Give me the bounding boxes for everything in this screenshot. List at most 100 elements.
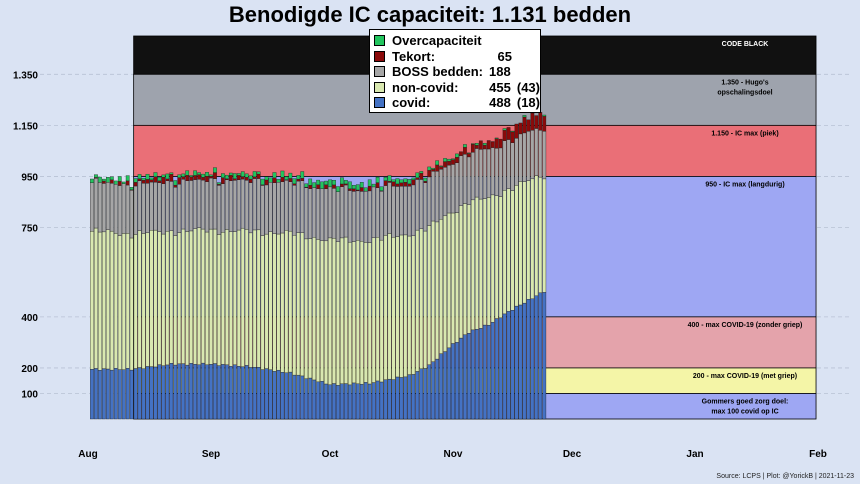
bar-non-covid bbox=[514, 185, 519, 307]
bar-tekort bbox=[324, 184, 328, 189]
bar-non-covid bbox=[320, 240, 324, 382]
bar-non-covid bbox=[272, 233, 277, 372]
bar-tekort bbox=[332, 184, 336, 189]
bar-boss bbox=[102, 183, 106, 233]
bar-tekort bbox=[125, 180, 130, 186]
legend-item-covid: covid: 488 (18) bbox=[374, 95, 540, 111]
bar-covid bbox=[181, 363, 186, 420]
bar-covid bbox=[90, 369, 94, 420]
bar-tekort bbox=[340, 183, 344, 187]
bar-tekort bbox=[542, 116, 547, 132]
bar-overcapaciteit bbox=[133, 178, 138, 183]
bar-covid bbox=[363, 382, 368, 420]
bar-non-covid bbox=[435, 221, 440, 360]
bar-covid bbox=[316, 381, 320, 420]
bar-non-covid bbox=[113, 233, 118, 369]
bar-non-covid bbox=[423, 230, 428, 369]
bar-boss bbox=[506, 139, 511, 189]
bar-covid bbox=[105, 368, 110, 420]
bar-covid bbox=[478, 328, 483, 420]
bar-boss bbox=[514, 138, 519, 186]
bar-overcapaciteit bbox=[141, 177, 146, 181]
bar-boss bbox=[308, 188, 313, 239]
bar-covid bbox=[173, 364, 178, 420]
bar-overcapaciteit bbox=[407, 178, 412, 185]
bar-non-covid bbox=[201, 228, 205, 364]
bar-tekort bbox=[474, 144, 479, 149]
bar-tekort bbox=[522, 116, 527, 134]
bar-covid bbox=[264, 368, 269, 420]
bar-non-covid bbox=[264, 233, 269, 369]
bar-non-covid bbox=[542, 178, 547, 293]
bar-non-covid bbox=[355, 240, 360, 384]
bar-covid bbox=[431, 361, 436, 420]
bar-covid bbox=[280, 372, 285, 420]
bar-overcapaciteit bbox=[284, 176, 289, 180]
bar-boss bbox=[236, 179, 241, 231]
bar-boss bbox=[379, 190, 384, 241]
bar-overcapaciteit bbox=[288, 172, 293, 179]
bar-tekort bbox=[534, 115, 539, 129]
bar-non-covid bbox=[506, 188, 511, 312]
bar-non-covid bbox=[510, 190, 515, 311]
bar-overcapaciteit bbox=[125, 175, 130, 182]
bar-boss bbox=[316, 188, 320, 240]
bar-non-covid bbox=[522, 181, 527, 304]
bar-overcapaciteit bbox=[209, 174, 213, 177]
bar-overcapaciteit bbox=[157, 177, 162, 181]
bar-boss bbox=[427, 176, 432, 226]
bar-covid bbox=[538, 292, 543, 420]
bar-tekort bbox=[316, 184, 320, 189]
bar-boss bbox=[157, 182, 162, 232]
bar-non-covid bbox=[129, 237, 134, 371]
bar-boss bbox=[113, 184, 118, 234]
bar-tekort bbox=[459, 151, 463, 156]
bar-non-covid bbox=[153, 229, 158, 368]
bar-overcapaciteit bbox=[117, 176, 122, 182]
bar-covid bbox=[217, 365, 221, 420]
bar-overcapaciteit bbox=[248, 175, 253, 180]
bar-non-covid bbox=[447, 212, 451, 349]
bar-covid bbox=[102, 368, 106, 420]
bar-boss bbox=[407, 186, 412, 237]
bar-overcapaciteit bbox=[363, 187, 368, 192]
bar-non-covid bbox=[228, 231, 233, 367]
bar-non-covid bbox=[403, 234, 408, 378]
bar-covid bbox=[189, 363, 194, 420]
bar-covid bbox=[133, 368, 138, 420]
bar-non-covid bbox=[395, 236, 400, 378]
bar-boss bbox=[359, 191, 364, 242]
bar-boss bbox=[463, 154, 467, 204]
bar-tekort bbox=[439, 166, 443, 170]
bar-non-covid bbox=[181, 228, 186, 364]
bar-boss bbox=[375, 187, 380, 238]
bar-tekort bbox=[431, 169, 436, 172]
bar-overcapaciteit bbox=[225, 174, 229, 179]
bar-tekort bbox=[209, 176, 213, 179]
bar-non-covid bbox=[236, 229, 241, 367]
bar-non-covid bbox=[451, 212, 455, 344]
bar-overcapaciteit bbox=[185, 170, 190, 176]
y-tick-label: 1.350 bbox=[13, 70, 38, 81]
bar-non-covid bbox=[415, 229, 420, 372]
bar-covid bbox=[276, 369, 281, 420]
bar-tekort bbox=[232, 178, 237, 181]
bar-boss bbox=[447, 164, 451, 214]
bar-overcapaciteit bbox=[447, 158, 451, 162]
y-tick-label: 400 bbox=[21, 313, 38, 324]
bar-covid bbox=[268, 369, 273, 420]
zone-label: CODE BLACK bbox=[722, 41, 769, 48]
bar-non-covid bbox=[133, 234, 138, 369]
bar-non-covid bbox=[470, 199, 475, 331]
bar-covid bbox=[221, 364, 225, 420]
bar-boss bbox=[90, 182, 94, 232]
bar-overcapaciteit bbox=[137, 174, 142, 179]
bar-covid bbox=[177, 363, 182, 420]
bar-overcapaciteit bbox=[213, 167, 217, 173]
bar-covid bbox=[308, 377, 313, 420]
bar-boss bbox=[201, 179, 205, 230]
bar-overcapaciteit bbox=[443, 158, 447, 162]
bar-non-covid bbox=[474, 196, 479, 330]
bar-boss bbox=[415, 179, 420, 231]
bar-boss bbox=[494, 148, 499, 196]
